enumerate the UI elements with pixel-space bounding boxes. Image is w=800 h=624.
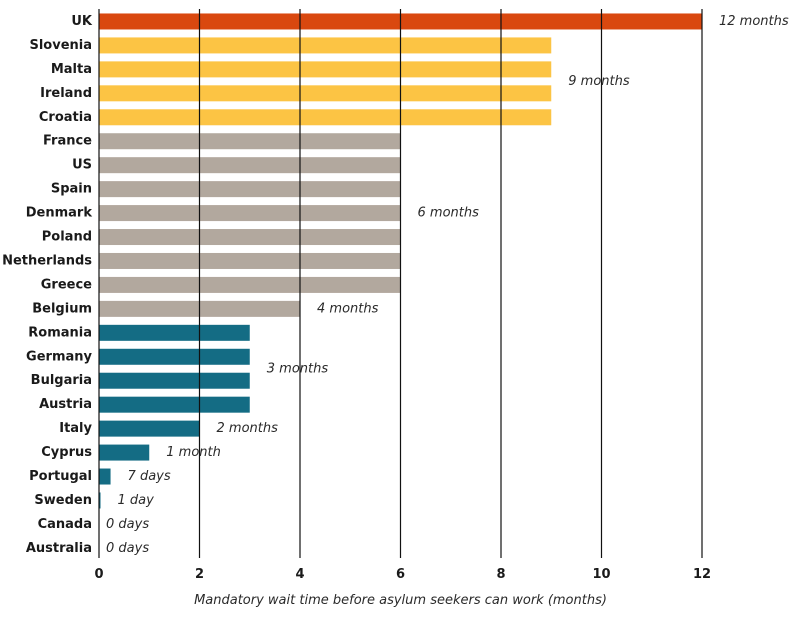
category-label: Denmark <box>26 206 93 221</box>
category-label: Italy <box>59 421 92 436</box>
x-tick-label: 12 <box>693 567 711 582</box>
bar-romania <box>99 324 250 341</box>
category-label: Belgium <box>32 301 92 316</box>
bar-us <box>99 157 401 174</box>
bar-croatia <box>99 109 552 126</box>
bar-slovenia <box>99 37 552 54</box>
category-label: Australia <box>26 541 92 556</box>
category-label: Slovenia <box>29 38 92 53</box>
category-label: Netherlands <box>2 253 92 268</box>
category-label: Canada <box>38 517 92 532</box>
x-tick-label: 8 <box>496 567 505 582</box>
x-axis-label: Mandatory wait time before asylum seeker… <box>194 593 607 608</box>
category-label: US <box>72 158 92 173</box>
x-tick-label: 6 <box>396 567 405 582</box>
category-label: Cyprus <box>41 445 92 460</box>
category-label: Croatia <box>39 110 92 125</box>
bar-austria <box>99 396 250 413</box>
bar-germany <box>99 348 250 365</box>
annotation-label: 9 months <box>568 74 630 89</box>
bar-portugal <box>99 468 111 485</box>
category-label: Greece <box>41 277 92 292</box>
bar-spain <box>99 181 401 198</box>
annotation-label: 12 months <box>719 14 789 29</box>
bar-italy <box>99 420 200 437</box>
x-tick-label: 2 <box>195 567 204 582</box>
category-label: Austria <box>39 397 92 412</box>
bar-bulgaria <box>99 372 250 389</box>
annotation-label: 1 month <box>166 445 221 460</box>
category-label: Sweden <box>34 493 92 508</box>
category-label: Malta <box>51 62 92 77</box>
bar-greece <box>99 276 401 293</box>
annotation-label: 4 months <box>317 301 379 316</box>
annotation-label: 2 months <box>217 421 279 436</box>
category-label: Spain <box>51 182 92 197</box>
annotation-label: 7 days <box>128 469 171 484</box>
bar-poland <box>99 229 401 246</box>
annotation-label: 0 days <box>106 541 149 556</box>
category-label: Romania <box>28 325 92 340</box>
x-tick-label: 4 <box>295 567 304 582</box>
bar-cyprus <box>99 444 150 461</box>
bar-france <box>99 133 401 150</box>
bar-denmark <box>99 205 401 222</box>
annotation-label: 0 days <box>106 517 149 532</box>
x-tick-label: 0 <box>94 567 103 582</box>
bar-netherlands <box>99 252 401 269</box>
category-label: UK <box>71 14 93 29</box>
category-label: Portugal <box>29 469 92 484</box>
annotation-label: 1 day <box>118 493 155 508</box>
category-label: Germany <box>26 349 92 364</box>
category-label: France <box>43 134 92 149</box>
category-label: Poland <box>42 230 92 245</box>
category-label: Bulgaria <box>31 373 92 388</box>
bar-ireland <box>99 85 552 102</box>
category-label: Ireland <box>40 86 92 101</box>
x-tick-label: 10 <box>592 567 610 582</box>
annotation-label: 6 months <box>418 206 480 221</box>
annotation-label: 3 months <box>267 361 329 376</box>
bar-sweden <box>99 492 101 509</box>
bar-malta <box>99 61 552 78</box>
